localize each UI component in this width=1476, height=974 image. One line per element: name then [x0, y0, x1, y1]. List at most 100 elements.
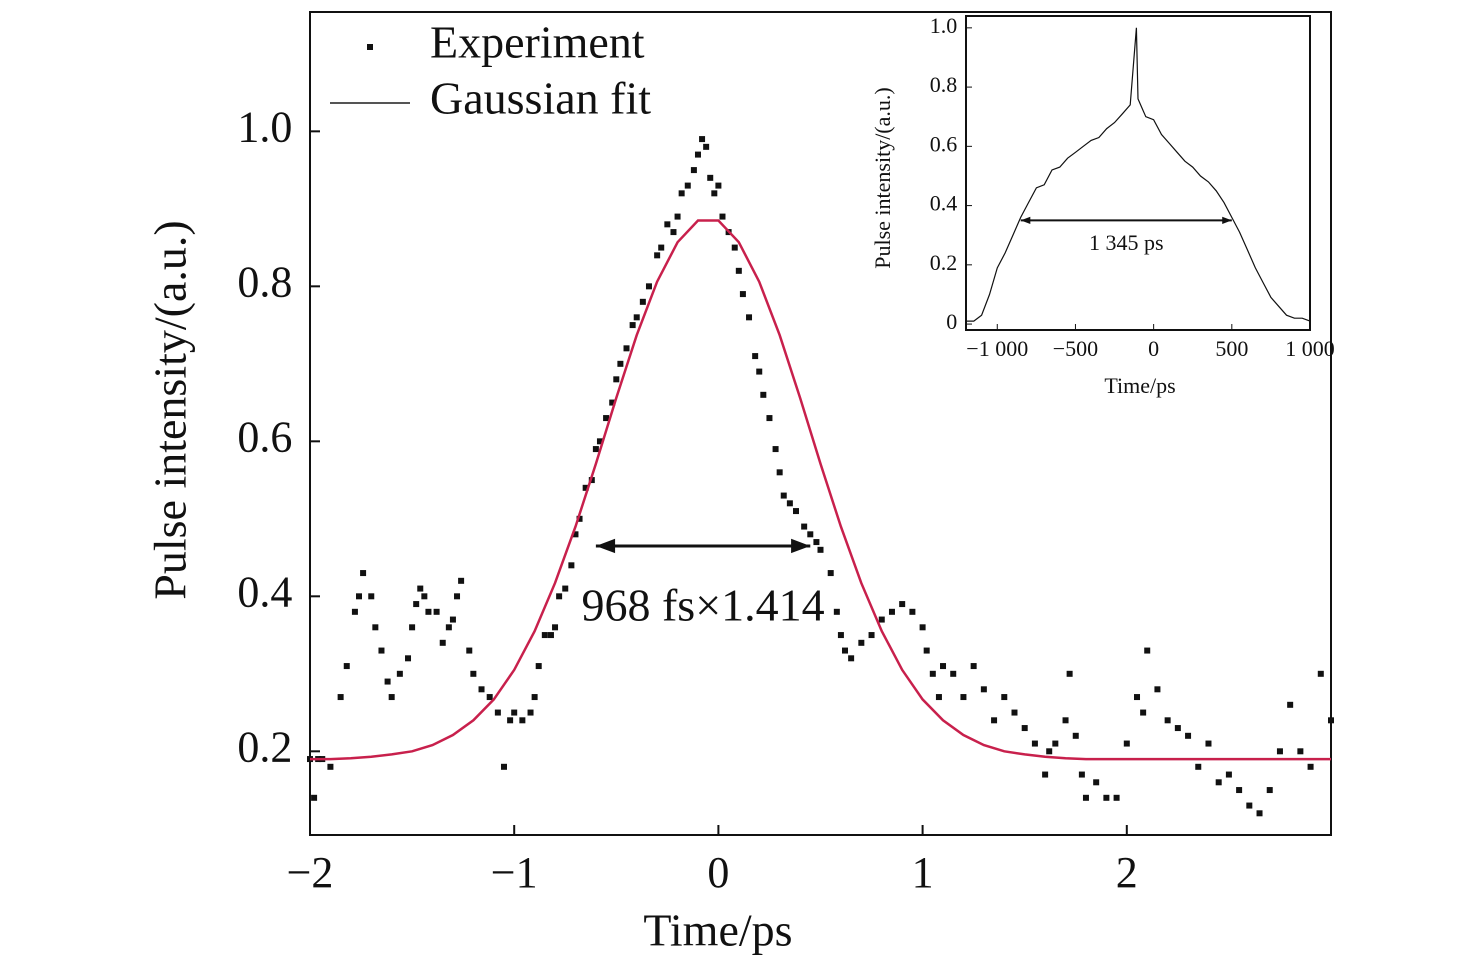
y-tick-label: 0.4: [237, 567, 292, 616]
annotation-text: 1 345 ps: [1089, 230, 1164, 255]
data-point: [645, 283, 652, 290]
data-point: [1093, 779, 1100, 786]
data-point: [658, 244, 665, 251]
series-line: [310, 219, 1331, 761]
data-point: [833, 608, 840, 615]
data-point: [417, 585, 424, 592]
data-point: [858, 639, 865, 646]
data-point: [576, 515, 583, 522]
data-point: [848, 655, 855, 662]
plot-frame: [965, 15, 1311, 331]
data-point: [478, 686, 485, 693]
data-point: [827, 570, 834, 577]
data-point: [413, 601, 420, 608]
data-point: [813, 539, 820, 546]
data-point: [1066, 670, 1073, 677]
data-point: [1072, 732, 1079, 739]
data-point: [1266, 787, 1273, 794]
data-point: [991, 717, 998, 724]
data-point: [1154, 686, 1161, 693]
data-point: [421, 593, 428, 600]
data-point: [703, 143, 710, 150]
data-point: [888, 608, 895, 615]
x-axis-label: Time/ps: [1104, 373, 1175, 398]
data-point: [568, 562, 575, 569]
data-point: [433, 608, 440, 615]
legend-marker: [367, 44, 373, 50]
data-point: [596, 438, 603, 445]
data-point: [909, 608, 916, 615]
data-point: [807, 531, 814, 538]
y-tick-label: 1.0: [237, 102, 292, 151]
data-point: [535, 663, 542, 670]
data-point: [572, 531, 579, 538]
data-point: [351, 608, 358, 615]
data-point: [780, 492, 787, 499]
x-tick-label: 1 000: [1285, 336, 1335, 361]
y-tick-label: 0: [946, 309, 957, 334]
data-point: [919, 624, 926, 631]
data-point: [739, 291, 746, 298]
legend-label: Gaussian fit: [430, 73, 651, 124]
x-tick-label: −1: [491, 848, 538, 897]
data-point: [1078, 771, 1085, 778]
x-tick-label: 2: [1116, 848, 1138, 897]
data-point: [378, 647, 385, 654]
y-tick-label: 0.8: [237, 257, 292, 306]
annotation-text: 968 fs×1.414: [581, 580, 824, 631]
x-axis-label: Time/ps: [643, 905, 792, 956]
data-point: [935, 694, 942, 701]
data-point: [684, 182, 691, 189]
data-point: [837, 632, 844, 639]
data-point: [439, 639, 446, 646]
data-point: [970, 663, 977, 670]
data-point: [792, 508, 799, 515]
data-point: [500, 763, 507, 770]
data-point: [449, 616, 456, 623]
x-tick-label: 0: [707, 848, 729, 897]
data-point: [980, 686, 987, 693]
data-point: [1113, 794, 1120, 801]
data-point: [752, 353, 759, 360]
y-axis-label: Pulse intensity/(a.u.): [145, 220, 196, 599]
x-tick-label: −1 000: [966, 336, 1028, 361]
y-tick-label: 1.0: [930, 13, 958, 38]
data-point: [592, 446, 599, 453]
data-point: [1287, 701, 1294, 708]
data-point: [494, 709, 501, 716]
data-point: [409, 624, 416, 631]
data-point: [556, 593, 563, 600]
data-point: [1144, 647, 1151, 654]
inset-chart: −1 000 −500 0 500 1 000 0 0.2 0.4 0.6 0.8 1.0 Time/…: [870, 13, 1335, 398]
data-point: [1276, 748, 1283, 755]
data-point: [801, 523, 808, 530]
x-tick-label: 0: [1148, 336, 1159, 361]
data-point: [458, 577, 465, 584]
data-point: [507, 717, 514, 724]
data-point: [929, 670, 936, 677]
data-point: [629, 322, 636, 329]
data-point: [445, 624, 452, 631]
data-point: [1328, 717, 1334, 724]
data-point: [466, 647, 473, 654]
y-tick-label: 0.4: [930, 191, 958, 216]
data-point: [678, 190, 685, 197]
data-point: [1317, 670, 1324, 677]
data-point: [531, 694, 538, 701]
data-point: [1185, 732, 1192, 739]
data-point: [372, 624, 379, 631]
data-point: [633, 314, 640, 321]
data-point: [776, 469, 783, 476]
data-point: [327, 763, 334, 770]
data-point: [405, 655, 412, 662]
data-point: [1062, 717, 1069, 724]
data-point: [674, 213, 681, 220]
y-tick-label: 0.2: [237, 722, 292, 771]
data-point: [711, 190, 718, 197]
data-point: [1256, 810, 1263, 817]
data-point: [1082, 794, 1089, 801]
data-point: [623, 345, 630, 352]
x-tick-label: −500: [1053, 336, 1098, 361]
data-point: [552, 624, 559, 631]
data-point: [878, 616, 885, 623]
